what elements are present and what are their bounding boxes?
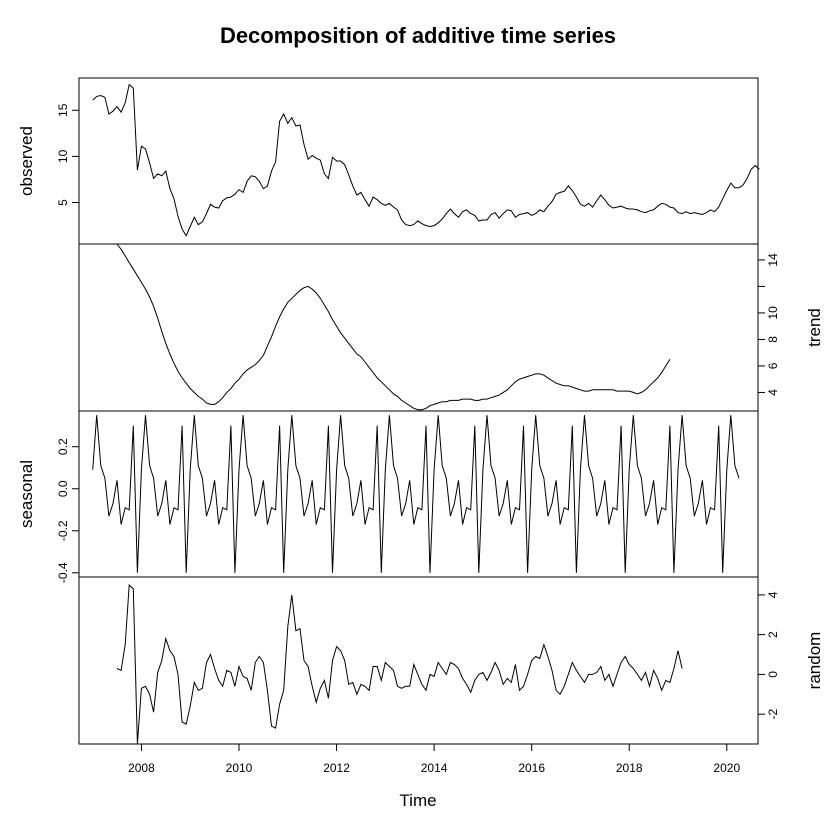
seasonal-y-tick-label: 0.0 [56, 480, 70, 497]
x-axis-label: Time [399, 791, 436, 810]
x-tick-label: 2018 [616, 761, 643, 775]
x-tick-label: 2020 [713, 761, 740, 775]
random-y-tick-label: 0 [766, 671, 780, 678]
trend-y-tick-label: 4 [766, 389, 780, 396]
panels-group: 5 10 15 observed 4 6 8 10 14 trend -0.4 -0.2 0.0 0.2 s… [17, 77, 824, 745]
seasonal-series-line [92, 415, 740, 573]
trend-series-line [116, 243, 671, 411]
x-tick-label: 2016 [518, 761, 545, 775]
random-y-tick-label: 2 [766, 631, 780, 638]
random-axis-label: random [805, 632, 824, 690]
observed-axis-label: observed [17, 126, 36, 196]
chart-title: Decomposition of additive time series [220, 23, 616, 48]
random-y-tick-label: -2 [766, 709, 780, 720]
x-tick-label: 2010 [226, 761, 253, 775]
trend-y-tick-label: 14 [766, 253, 780, 267]
trend-y-tick-label: 8 [766, 336, 780, 343]
observed-series-line [92, 83, 760, 237]
random-y-tick-label: 4 [766, 591, 780, 598]
x-axis: 2008 2010 2012 2014 2016 2018 2020 [128, 744, 740, 775]
seasonal-y-tick-label: 0.2 [56, 438, 70, 455]
seasonal-axis-label: seasonal [17, 460, 36, 528]
x-tick-label: 2014 [421, 761, 448, 775]
trend-y-tick-label: 6 [766, 362, 780, 369]
random-panel-frame [78, 576, 759, 745]
trend-axis-label: trend [805, 308, 824, 347]
panel-random: -2 0 2 4 random [78, 576, 824, 745]
random-series-line [116, 583, 683, 745]
observed-y-tick-label: 10 [56, 149, 70, 163]
seasonal-y-tick-label: -0.2 [56, 520, 70, 541]
seasonal-y-tick-label: -0.4 [56, 562, 70, 583]
observed-y-tick-label: 5 [56, 199, 70, 206]
trend-y-tick-label: 10 [766, 306, 780, 320]
x-tick-label: 2008 [128, 761, 155, 775]
x-tick-label: 2012 [323, 761, 350, 775]
observed-y-tick-label: 15 [56, 103, 70, 117]
